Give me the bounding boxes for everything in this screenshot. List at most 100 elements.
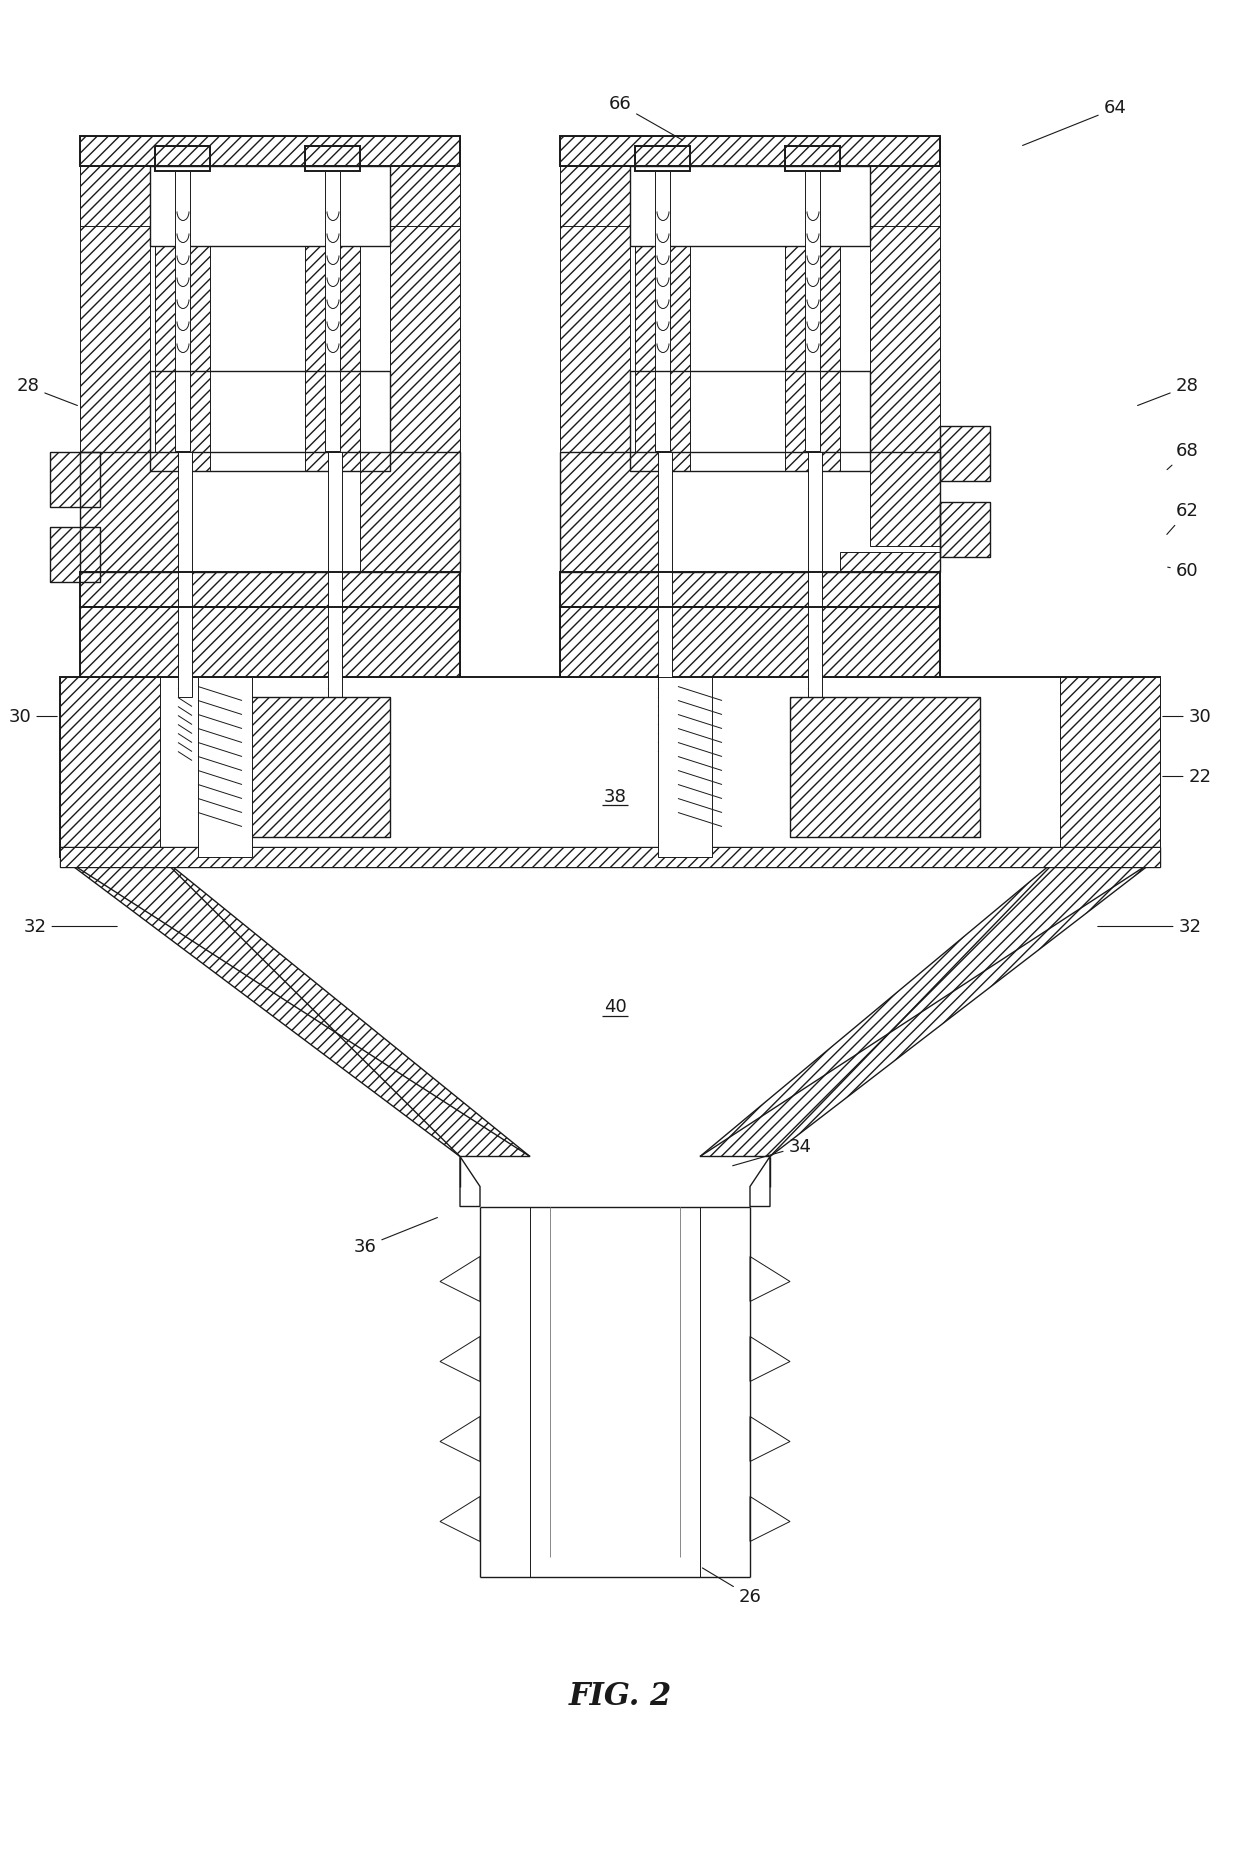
Polygon shape xyxy=(750,1496,790,1541)
Bar xyxy=(50,527,100,581)
Bar xyxy=(635,171,689,371)
Bar xyxy=(81,607,460,676)
Text: 62: 62 xyxy=(1167,503,1198,535)
Bar xyxy=(200,697,391,836)
Bar xyxy=(560,607,940,676)
Bar xyxy=(155,147,210,171)
Bar xyxy=(560,451,660,572)
Bar xyxy=(940,427,990,481)
Bar xyxy=(790,697,980,836)
Bar xyxy=(658,676,712,857)
Bar xyxy=(790,697,980,836)
Text: 30: 30 xyxy=(9,708,57,725)
Bar xyxy=(325,171,340,451)
Bar xyxy=(560,136,940,166)
Bar xyxy=(60,676,160,857)
Text: 28: 28 xyxy=(1137,378,1198,406)
Bar xyxy=(658,451,672,697)
Text: 40: 40 xyxy=(604,997,626,1015)
Bar xyxy=(785,371,839,471)
Bar xyxy=(785,147,839,171)
Bar xyxy=(635,147,689,171)
Bar xyxy=(81,451,180,572)
Bar xyxy=(805,171,820,451)
Bar xyxy=(179,451,192,697)
Bar xyxy=(305,171,360,371)
Bar xyxy=(200,697,391,836)
Bar xyxy=(175,171,190,451)
Bar xyxy=(635,371,689,471)
Bar xyxy=(81,166,150,546)
Bar xyxy=(839,551,940,572)
Bar xyxy=(391,166,460,546)
Text: 22: 22 xyxy=(1163,768,1211,786)
Text: 64: 64 xyxy=(1023,99,1126,145)
Bar xyxy=(785,171,839,371)
Polygon shape xyxy=(440,1256,480,1302)
Bar xyxy=(1060,676,1159,857)
Bar xyxy=(560,166,630,546)
Bar xyxy=(305,147,360,171)
Polygon shape xyxy=(750,1336,790,1382)
Polygon shape xyxy=(60,857,529,1157)
Bar xyxy=(150,371,391,471)
Bar xyxy=(50,451,100,507)
Bar xyxy=(329,451,342,697)
Text: 38: 38 xyxy=(604,788,626,805)
Bar xyxy=(360,451,460,572)
Bar xyxy=(560,451,940,572)
Polygon shape xyxy=(750,1157,770,1207)
Bar xyxy=(635,147,689,171)
Polygon shape xyxy=(701,857,1159,1157)
Bar xyxy=(560,166,940,227)
Bar xyxy=(305,371,360,471)
Bar xyxy=(560,572,940,607)
Bar xyxy=(50,527,100,581)
Bar xyxy=(560,607,940,676)
Polygon shape xyxy=(440,1336,480,1382)
Bar xyxy=(50,451,100,507)
Bar xyxy=(81,607,460,676)
Bar xyxy=(81,572,460,607)
Text: 36: 36 xyxy=(353,1218,438,1256)
Polygon shape xyxy=(440,1416,480,1461)
Text: 66: 66 xyxy=(609,95,682,140)
Bar xyxy=(870,166,940,546)
Bar xyxy=(630,166,870,246)
Bar xyxy=(560,136,940,166)
Bar xyxy=(155,147,210,171)
Bar xyxy=(940,427,990,481)
Bar xyxy=(198,676,252,857)
Bar xyxy=(81,166,460,227)
Text: FIG. 2: FIG. 2 xyxy=(568,1680,672,1712)
Bar xyxy=(560,572,940,607)
Bar xyxy=(940,501,990,557)
Text: 32: 32 xyxy=(24,917,118,935)
Text: 26: 26 xyxy=(702,1569,761,1606)
Bar xyxy=(81,451,460,572)
Bar xyxy=(150,166,391,246)
Bar xyxy=(785,147,839,171)
Bar xyxy=(155,171,210,371)
Bar xyxy=(630,371,870,471)
Bar xyxy=(155,371,210,471)
Text: 32: 32 xyxy=(1097,917,1202,935)
Bar xyxy=(808,451,822,697)
Bar xyxy=(305,147,360,171)
Polygon shape xyxy=(750,1256,790,1302)
Bar xyxy=(655,171,670,451)
Polygon shape xyxy=(440,1496,480,1541)
Text: 28: 28 xyxy=(16,378,77,406)
Bar xyxy=(81,572,460,607)
Bar xyxy=(60,846,1159,866)
Text: 34: 34 xyxy=(733,1138,811,1166)
Bar xyxy=(940,501,990,557)
Text: 60: 60 xyxy=(1168,563,1198,581)
Polygon shape xyxy=(460,1157,480,1207)
Bar xyxy=(81,136,460,166)
Text: 30: 30 xyxy=(1163,708,1211,725)
Polygon shape xyxy=(750,1416,790,1461)
Bar xyxy=(81,136,460,166)
Bar xyxy=(60,846,1159,866)
Text: 68: 68 xyxy=(1167,443,1198,469)
